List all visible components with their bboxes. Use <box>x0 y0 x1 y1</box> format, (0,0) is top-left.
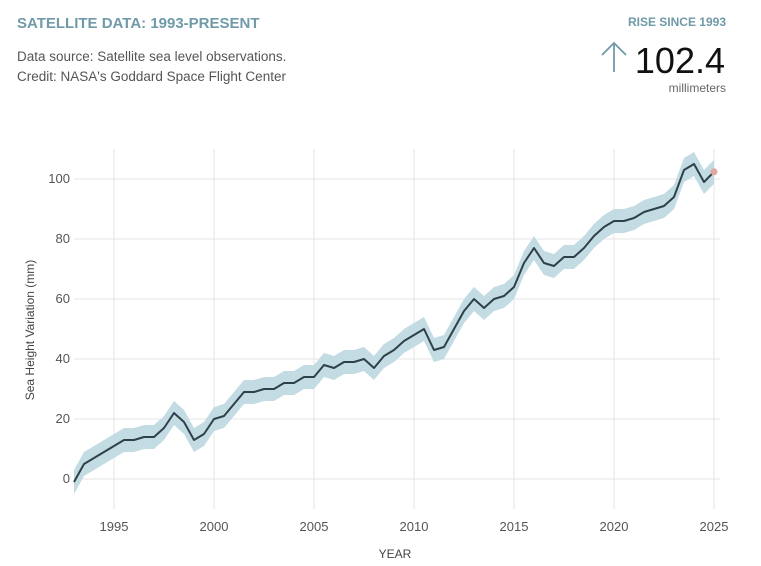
uncertainty-band <box>74 152 714 494</box>
y-tick-label: 40 <box>56 351 70 366</box>
y-tick-label: 80 <box>56 231 70 246</box>
stat-label: RISE SINCE 1993 <box>628 15 726 29</box>
y-tick-label: 0 <box>63 471 70 486</box>
x-tick-label: 1995 <box>100 519 129 534</box>
y-tick-label: 60 <box>56 291 70 306</box>
latest-point <box>710 168 718 176</box>
x-tick-label: 2005 <box>300 519 329 534</box>
title: SATELLITE DATA: 1993-PRESENT <box>17 15 260 32</box>
data-line <box>73 163 715 483</box>
x-tick-label: 2020 <box>600 519 629 534</box>
arrow-icon <box>601 41 627 72</box>
x-tick-label: 2000 <box>200 519 229 534</box>
source: Data source: Satellite sea level observa… <box>17 49 286 64</box>
x-tick-label: 2010 <box>400 519 429 534</box>
y-tick-label: 100 <box>48 171 70 186</box>
x-tick-label: 2015 <box>500 519 529 534</box>
stat-unit: millimeters <box>669 81 726 95</box>
y-tick-label: 20 <box>56 411 70 426</box>
y-axis-label: Sea Height Variation (mm) <box>23 260 37 401</box>
x-tick-label: 2025 <box>700 519 729 534</box>
stat-value: 102.4 <box>635 40 725 81</box>
credit: Credit: NASA's Goddard Space Flight Cent… <box>17 69 286 84</box>
x-axis-label: YEAR <box>379 547 412 561</box>
